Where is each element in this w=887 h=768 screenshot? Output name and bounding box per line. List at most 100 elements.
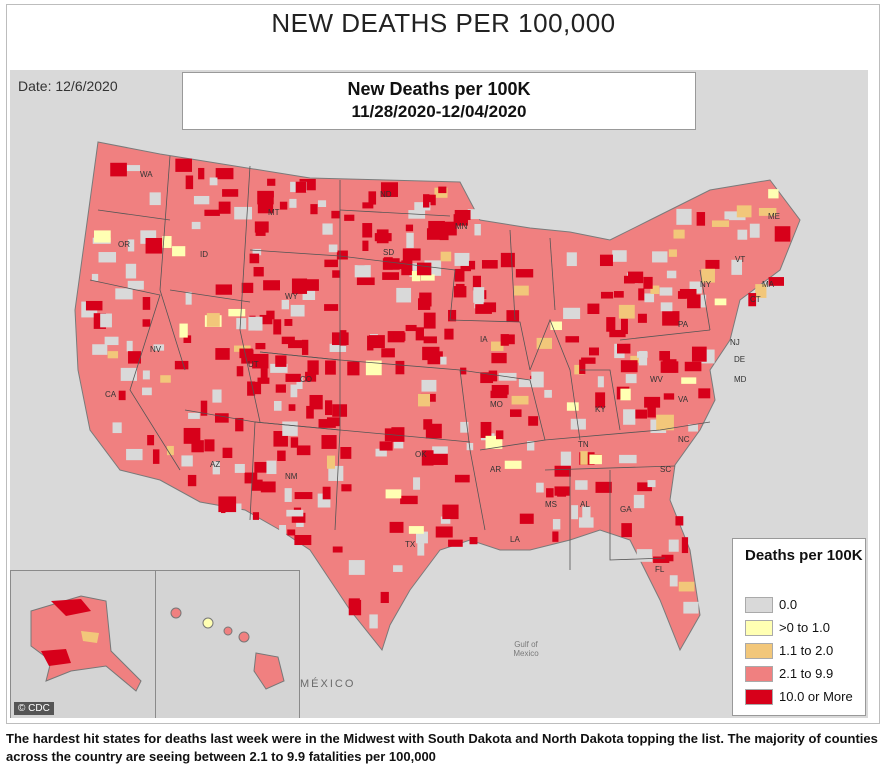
county-cell bbox=[142, 387, 152, 396]
county-cell bbox=[374, 233, 392, 242]
county-cell bbox=[616, 343, 631, 354]
county-cell bbox=[546, 488, 554, 498]
county-cell bbox=[239, 348, 253, 359]
state-label: FL bbox=[655, 565, 665, 574]
county-cell bbox=[454, 252, 470, 266]
county-cell bbox=[254, 461, 273, 473]
county-cell bbox=[454, 268, 465, 282]
county-cell bbox=[595, 481, 612, 493]
county-cell bbox=[632, 409, 648, 419]
county-cell bbox=[425, 423, 442, 439]
county-cell bbox=[222, 447, 233, 459]
legend: Deaths per 100K 0.0 >0 to 1.0 1.1 to 2.0… bbox=[732, 538, 866, 716]
county-cell bbox=[683, 601, 699, 614]
county-cell bbox=[120, 367, 137, 381]
gulf-label: Gulf of Mexico bbox=[513, 640, 539, 658]
county-cell bbox=[126, 340, 133, 352]
county-cell bbox=[440, 251, 452, 262]
county-cell bbox=[382, 272, 400, 280]
county-cell bbox=[277, 450, 286, 461]
county-cell bbox=[160, 375, 171, 383]
county-cell bbox=[344, 214, 355, 221]
county-cell bbox=[423, 312, 436, 329]
county-cell bbox=[662, 359, 677, 373]
map-date-range: 11/28/2020-12/04/2020 bbox=[351, 102, 527, 121]
county-cell bbox=[127, 239, 135, 252]
county-cell bbox=[379, 441, 393, 451]
county-cell bbox=[212, 461, 220, 475]
state-label: OK bbox=[415, 450, 427, 459]
county-cell bbox=[181, 455, 193, 467]
county-cell bbox=[200, 400, 208, 416]
county-cell bbox=[391, 427, 405, 442]
county-cell bbox=[322, 486, 331, 500]
county-cell bbox=[650, 285, 660, 294]
hawaii-inset bbox=[155, 570, 300, 718]
hawaii-shape bbox=[170, 607, 285, 690]
state-label: NC bbox=[678, 435, 690, 444]
county-cell bbox=[411, 271, 421, 282]
county-cell bbox=[279, 201, 288, 210]
county-cell bbox=[435, 526, 453, 538]
county-cell bbox=[414, 202, 431, 211]
state-label: NV bbox=[150, 345, 162, 354]
headline: NEW DEATHS PER 100,000 bbox=[271, 8, 616, 38]
county-cell bbox=[255, 342, 266, 350]
county-cell bbox=[731, 259, 743, 275]
county-cell bbox=[174, 360, 189, 370]
county-cell bbox=[419, 292, 432, 307]
county-cell bbox=[737, 229, 748, 240]
legend-swatch bbox=[745, 666, 773, 682]
credit-label: © CDC bbox=[14, 702, 54, 715]
county-cell bbox=[405, 324, 417, 332]
state-label: ME bbox=[768, 212, 780, 221]
county-cell bbox=[582, 506, 591, 519]
county-cell bbox=[620, 388, 631, 401]
county-cell bbox=[369, 614, 378, 629]
county-cell bbox=[460, 262, 471, 272]
county-cell bbox=[423, 194, 430, 208]
county-cell bbox=[574, 364, 584, 375]
county-cell bbox=[619, 454, 637, 464]
county-cell bbox=[578, 517, 594, 528]
county-cell bbox=[475, 304, 492, 314]
county-cell bbox=[248, 316, 263, 331]
county-cell bbox=[758, 207, 777, 216]
county-cell bbox=[306, 405, 314, 419]
county-cell bbox=[627, 271, 644, 284]
county-cell bbox=[286, 509, 304, 517]
county-cell bbox=[142, 297, 151, 310]
legend-label: 10.0 or More bbox=[779, 689, 853, 704]
county-cell bbox=[625, 374, 637, 384]
state-label: KY bbox=[595, 405, 606, 414]
county-cell bbox=[304, 279, 319, 291]
county-cell bbox=[678, 581, 695, 592]
county-cell bbox=[638, 350, 648, 366]
county-cell bbox=[380, 182, 399, 197]
state-label: MT bbox=[268, 208, 280, 217]
county-cell bbox=[406, 232, 414, 248]
county-cell bbox=[507, 334, 515, 345]
county-cell bbox=[563, 307, 581, 320]
county-cell bbox=[288, 340, 304, 349]
county-cell bbox=[340, 447, 352, 459]
county-cell bbox=[442, 504, 459, 520]
county-cell bbox=[509, 409, 522, 417]
county-cell bbox=[668, 249, 677, 257]
county-cell bbox=[244, 472, 258, 484]
county-cell bbox=[408, 526, 424, 534]
state-label: MN bbox=[455, 222, 468, 231]
county-cell bbox=[290, 437, 299, 448]
county-cell bbox=[587, 303, 600, 315]
county-cell bbox=[460, 367, 467, 375]
county-cell bbox=[299, 179, 316, 191]
state-label: SD bbox=[383, 248, 395, 257]
state-borders bbox=[89, 155, 711, 570]
county-cell bbox=[260, 481, 276, 493]
county-cell bbox=[329, 343, 347, 352]
county-cell bbox=[495, 430, 504, 440]
state-label: WV bbox=[650, 375, 663, 384]
alaska-shape bbox=[30, 595, 142, 692]
county-cell bbox=[282, 421, 298, 436]
county-cell bbox=[415, 327, 424, 341]
